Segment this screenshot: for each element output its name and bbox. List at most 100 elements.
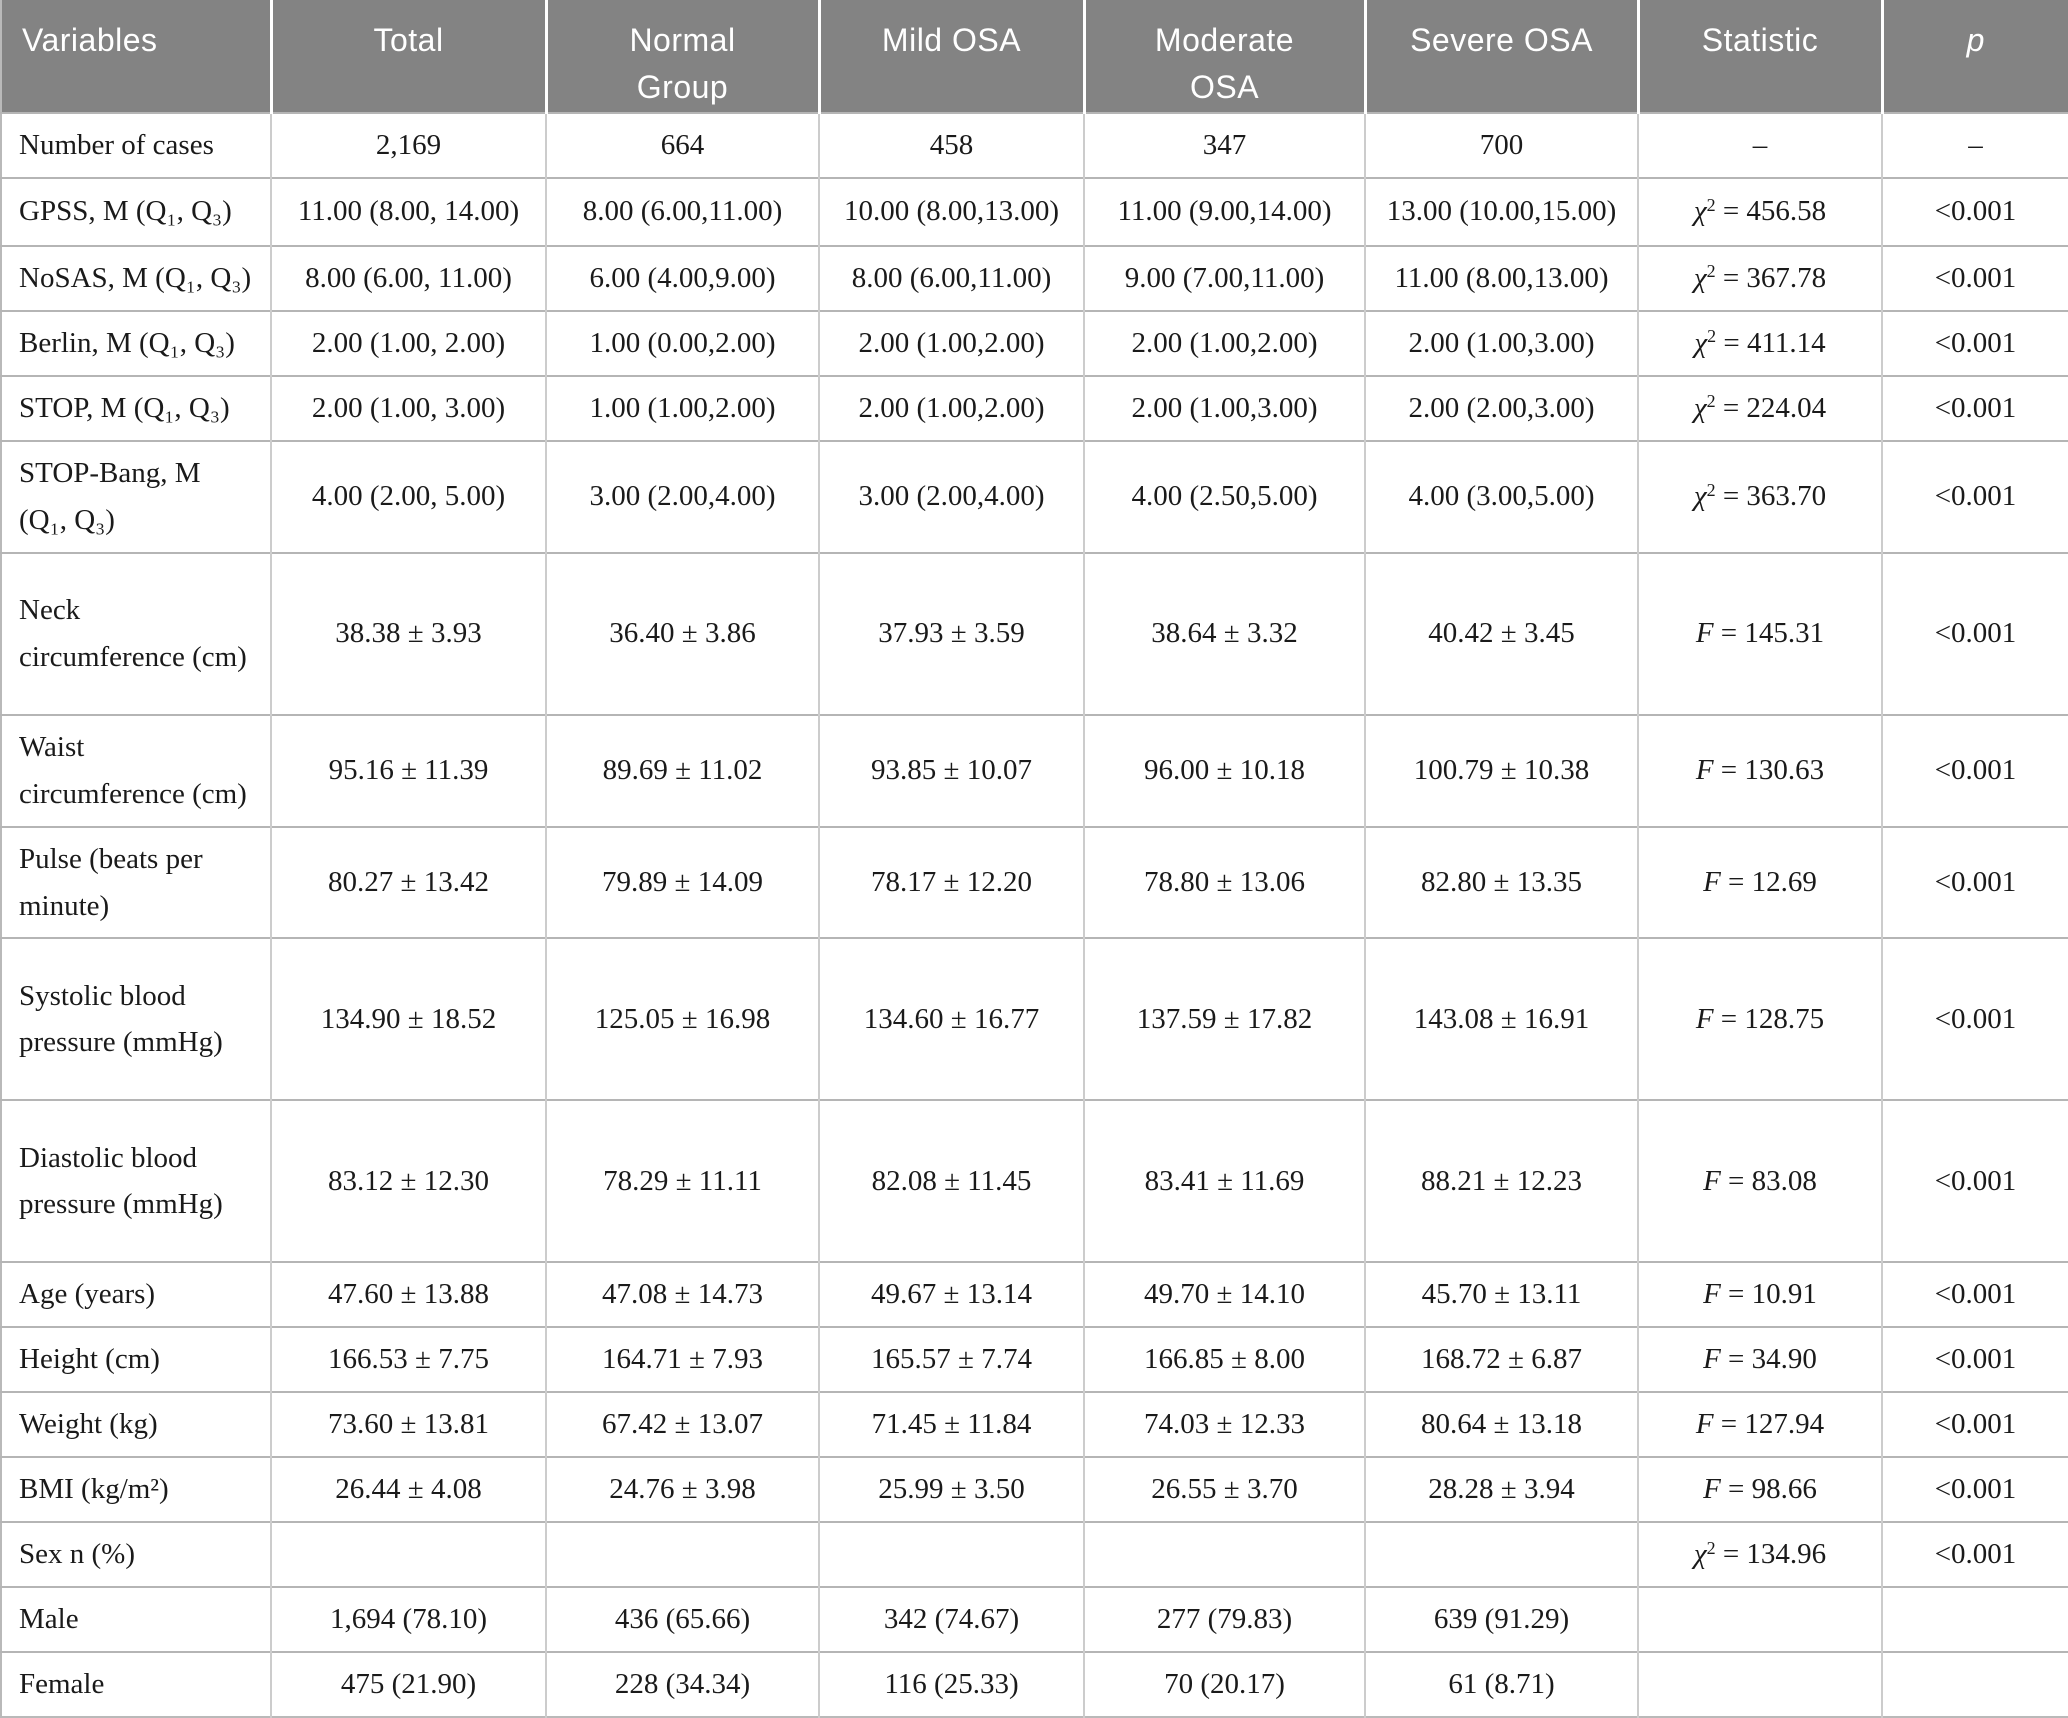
value-cell: 639 (91.29): [1364, 1586, 1638, 1653]
value-cell: [1364, 1521, 1638, 1588]
value-cell: 28.28 ± 3.94: [1364, 1456, 1638, 1523]
value-cell: 277 (79.83): [1083, 1586, 1365, 1653]
row-label-cell: Diastolic blood pressure (mmHg): [1, 1099, 271, 1263]
statistic-symbol: F: [1703, 1278, 1721, 1311]
p-value-cell: <0.001: [1881, 176, 2068, 246]
row-label-cell: Age (years): [1, 1261, 271, 1328]
value-cell: 80.64 ± 13.18: [1364, 1391, 1638, 1458]
value-cell: 2.00 (1.00,2.00): [818, 374, 1084, 441]
value-cell: 93.85 ± 10.07: [818, 713, 1084, 827]
statistic-cell: F = 128.75: [1637, 937, 1882, 1101]
statistic-cell: F = 12.69: [1637, 825, 1882, 939]
value-cell: 11.00 (8.00,13.00): [1364, 244, 1638, 311]
value-cell: 26.44 ± 4.08: [270, 1456, 546, 1523]
table-row: Height (cm) 166.53 ± 7.75 164.71 ± 7.93 165…: [1, 1326, 2068, 1393]
statistic-symbol: F: [1695, 1002, 1714, 1035]
value-cell: 26.55 ± 3.70: [1083, 1456, 1365, 1523]
statistic-superscript: 2: [1706, 261, 1716, 282]
p-value-cell: [1881, 1586, 2068, 1653]
p-value-cell: <0.001: [1881, 1521, 2068, 1588]
value-cell: 80.27 ± 13.42: [270, 825, 546, 939]
row-label-cell: Number of cases: [1, 111, 271, 178]
value-cell: 73.60 ± 13.81: [270, 1391, 546, 1458]
statistic-symbol: F: [1695, 754, 1714, 787]
value-cell: [818, 1521, 1084, 1588]
value-cell: 134.60 ± 16.77: [818, 937, 1084, 1101]
value-cell: 47.60 ± 13.88: [270, 1261, 546, 1328]
value-cell: 38.64 ± 3.32: [1083, 551, 1365, 715]
value-cell: 165.57 ± 7.74: [818, 1326, 1084, 1393]
value-cell: 96.00 ± 10.18: [1083, 713, 1365, 827]
value-cell: 8.00 (6.00,11.00): [818, 244, 1084, 311]
value-cell: 2.00 (1.00, 3.00): [270, 374, 546, 441]
value-cell: 4.00 (2.00, 5.00): [270, 439, 546, 553]
statistic-cell: χ2 = 456.58: [1637, 176, 1882, 246]
statistic-superscript: 2: [1706, 194, 1716, 215]
statistic-superscript: 2: [1706, 1537, 1716, 1558]
p-value-cell: <0.001: [1881, 1456, 2068, 1523]
table-row: Waist circumference (cm) 95.16 ± 11.39 89.…: [1, 713, 2068, 827]
p-value-cell: <0.001: [1881, 825, 2068, 939]
column-header-mild-osa: Mild OSA: [817, 0, 1084, 113]
statistic-symbol: χ: [1693, 195, 1707, 228]
p-value-cell: <0.001: [1881, 1391, 2068, 1458]
statistic-symbol: F: [1703, 866, 1721, 898]
statistic-symbol: F: [1703, 1164, 1721, 1197]
value-cell: 100.79 ± 10.38: [1364, 713, 1638, 827]
value-cell: 137.59 ± 17.82: [1083, 937, 1365, 1101]
p-value-cell: <0.001: [1881, 1099, 2068, 1263]
table-row: STOP-Bang, M (Q₁, Q₃) 4.00 (2.00, 5.00) 3.…: [1, 439, 2068, 553]
table-row: STOP, M (Q₁, Q₃) 2.00 (1.00, 3.00) 1.00 (1…: [1, 374, 2068, 441]
table-row: Number of cases 2,169 664 458 347 700– –: [1, 111, 2068, 178]
value-cell: 82.08 ± 11.45: [818, 1099, 1084, 1263]
value-cell: 67.42 ± 13.07: [545, 1391, 819, 1458]
value-cell: 228 (34.34): [545, 1651, 819, 1718]
p-value-cell: <0.001: [1881, 551, 2068, 715]
value-cell: 71.45 ± 11.84: [818, 1391, 1084, 1458]
value-cell: 2.00 (1.00,2.00): [1083, 309, 1365, 376]
value-cell: 45.70 ± 13.11: [1364, 1261, 1638, 1328]
row-label-cell: STOP, M (Q₁, Q₃): [1, 374, 271, 441]
statistic-superscript: 2: [1706, 479, 1716, 500]
table-row: NoSAS, M (Q₁, Q₃) 8.00 (6.00, 11.00) 6.00 …: [1, 244, 2068, 311]
column-header-normal-group: Normal Group: [544, 0, 819, 113]
statistic-symbol: F: [1695, 1408, 1714, 1441]
value-cell: 49.70 ± 14.10: [1083, 1261, 1365, 1328]
value-cell: 10.00 (8.00,13.00): [818, 176, 1084, 246]
value-cell: 78.17 ± 12.20: [818, 825, 1084, 939]
row-label-cell: Neck circumference (cm): [1, 551, 271, 715]
statistic-cell: F = 145.31: [1637, 551, 1882, 715]
value-cell: 2.00 (2.00,3.00): [1364, 374, 1638, 441]
statistic-cell: [1637, 1586, 1882, 1653]
value-cell: 13.00 (10.00,15.00): [1364, 176, 1638, 246]
value-cell: 11.00 (8.00, 14.00): [270, 176, 546, 246]
value-cell: 78.29 ± 11.11: [545, 1099, 819, 1263]
table-row: BMI (kg/m²) 26.44 ± 4.08 24.76 ± 3.98 25.99…: [1, 1456, 2068, 1523]
column-header-p: p: [1880, 0, 2068, 113]
value-cell: 36.40 ± 3.86: [545, 551, 819, 715]
table-row: Systolic blood pressure (mmHg) 134.90 ± 1…: [1, 937, 2068, 1101]
value-cell: 24.76 ± 3.98: [545, 1456, 819, 1523]
row-label-cell: Female: [1, 1651, 271, 1718]
row-label-cell: NoSAS, M (Q₁, Q₃): [1, 244, 271, 311]
value-cell: 134.90 ± 18.52: [270, 937, 546, 1101]
column-header-statistic: Statistic: [1636, 0, 1882, 113]
table-row: Sex n (%) χ2 = 134.96 <0.001: [1, 1521, 2068, 1588]
value-cell: 166.85 ± 8.00: [1083, 1326, 1365, 1393]
value-cell: 475 (21.90): [270, 1651, 546, 1718]
table-body: Number of cases 2,169 664 458 347 700– – GPSS, …: [1, 111, 2068, 1718]
p-value-cell: <0.001: [1881, 1326, 2068, 1393]
table-row: Weight (kg) 73.60 ± 13.81 67.42 ± 13.07 71.…: [1, 1391, 2068, 1458]
value-cell: 95.16 ± 11.39: [270, 713, 546, 827]
statistic-symbol: F: [1695, 617, 1714, 650]
statistic-symbol: χ: [1694, 326, 1708, 359]
statistic-symbol: χ: [1693, 261, 1707, 294]
row-label-cell: BMI (kg/m²): [1, 1456, 271, 1523]
value-cell: 3.00 (2.00,4.00): [545, 439, 819, 553]
value-cell: 1.00 (1.00,2.00): [545, 374, 819, 441]
table-header: Variables Total Normal Group Mild OSA Mo…: [1, 0, 2068, 113]
row-label-cell: STOP-Bang, M (Q₁, Q₃): [1, 439, 271, 553]
value-cell: 11.00 (9.00,14.00): [1083, 176, 1365, 246]
